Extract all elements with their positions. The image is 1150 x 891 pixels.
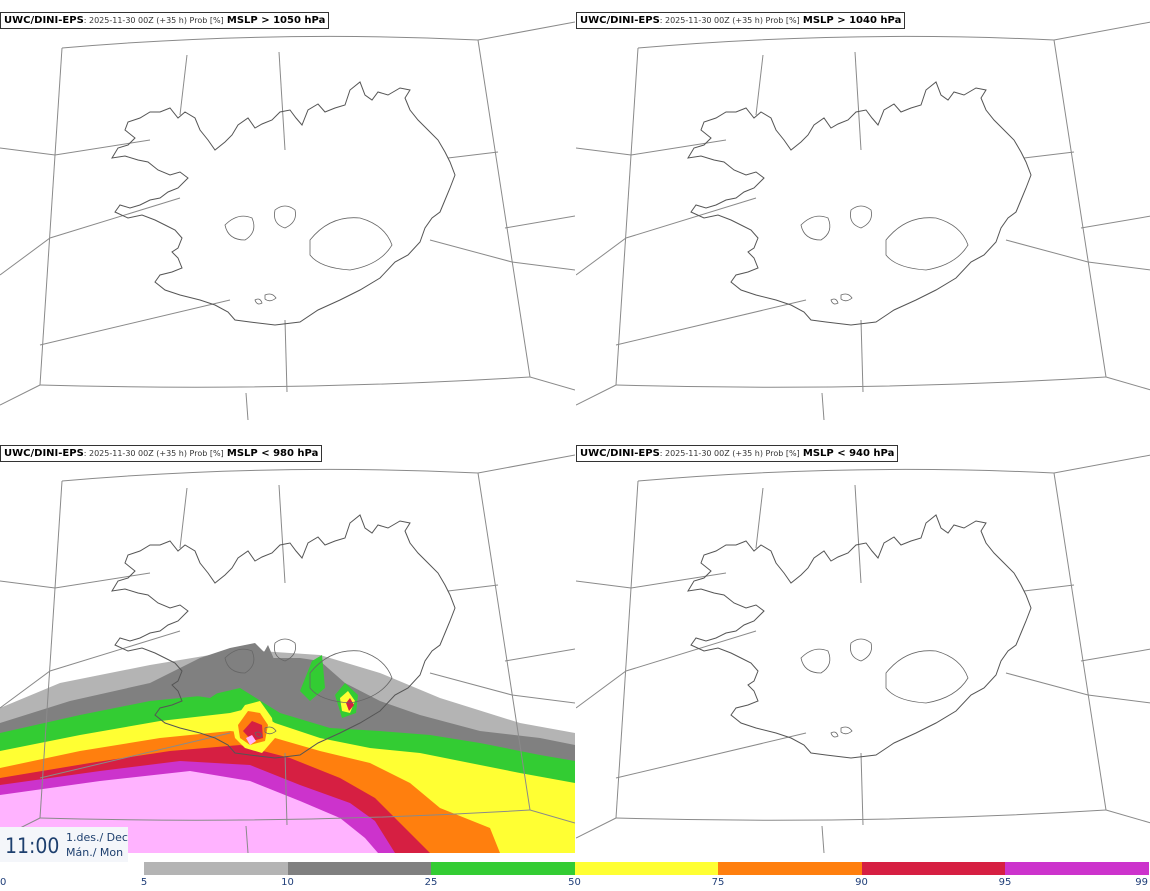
map-panel-mslp-1050: UWC/DINI-EPS: 2025-11-30 00Z (+35 h) Pro…	[0, 0, 575, 420]
colorbar-tick-label: 10	[281, 877, 294, 888]
run-info: : 2025-11-30 00Z (+35 h) Prob [%]	[659, 449, 800, 458]
map-canvas	[0, 454, 575, 853]
map-panel-mslp-980: UWC/DINI-EPS: 2025-11-30 00Z (+35 h) Pro…	[0, 433, 575, 853]
probability-field	[0, 643, 575, 853]
map-canvas	[0, 21, 575, 420]
model-name: UWC/DINI-EPS	[580, 15, 660, 26]
field-name: MSLP > 1050 hPa	[226, 15, 326, 26]
valid-date: 1.des./ Dec	[66, 831, 128, 844]
model-name: UWC/DINI-EPS	[4, 15, 84, 26]
model-name: UWC/DINI-EPS	[580, 448, 660, 459]
map-canvas	[576, 454, 1150, 853]
field-name: MSLP < 940 hPa	[802, 448, 895, 459]
colorbar-tick-label: 25	[424, 877, 438, 888]
colorbar-tick-label: 95	[998, 877, 1012, 888]
colorbar-tick-label: 0	[0, 877, 7, 888]
field-name: MSLP > 1040 hPa	[802, 15, 902, 26]
colorbar-tick-label: 90	[855, 877, 868, 888]
colorbar-segment	[861, 862, 1005, 875]
colorbar-segment	[144, 862, 288, 875]
colorbar-tick-label: 50	[568, 877, 581, 888]
map-panel-mslp-940: UWC/DINI-EPS: 2025-11-30 00Z (+35 h) Pro…	[576, 433, 1150, 853]
panel-title: UWC/DINI-EPS: 2025-11-30 00Z (+35 h) Pro…	[0, 12, 330, 29]
panel-title: UWC/DINI-EPS: 2025-11-30 00Z (+35 h) Pro…	[576, 445, 899, 462]
field-name: MSLP < 980 hPa	[226, 448, 319, 459]
colorbar-segment	[718, 862, 862, 875]
colorbar-tick-label: 99	[1135, 877, 1148, 888]
colorbar-tick-label: 5	[140, 877, 148, 888]
run-info: : 2025-11-30 00Z (+35 h) Prob [%]	[83, 449, 224, 458]
model-name: UWC/DINI-EPS	[4, 448, 84, 459]
valid-hour: 11:00	[5, 834, 60, 858]
valid-time-box: 11:00 1.des./ Dec Mán./ Mon	[0, 827, 128, 865]
colorbar-segment	[287, 862, 431, 875]
colorbar-segment	[1005, 862, 1149, 875]
map-panel-mslp-1040: UWC/DINI-EPS: 2025-11-30 00Z (+35 h) Pro…	[576, 0, 1150, 420]
run-info: : 2025-11-30 00Z (+35 h) Prob [%]	[659, 16, 800, 25]
panel-title: UWC/DINI-EPS: 2025-11-30 00Z (+35 h) Pro…	[0, 445, 323, 462]
colorbar-segment	[431, 862, 575, 875]
panel-title: UWC/DINI-EPS: 2025-11-30 00Z (+35 h) Pro…	[576, 12, 906, 29]
map-canvas	[576, 21, 1150, 420]
colorbar: 0 5 10 25 50 75 90 95 99	[0, 862, 1150, 891]
run-info: : 2025-11-30 00Z (+35 h) Prob [%]	[83, 16, 224, 25]
valid-weekday: Mán./ Mon	[66, 846, 124, 859]
colorbar-segment	[574, 862, 718, 875]
colorbar-segment	[0, 862, 144, 875]
colorbar-tick-label: 75	[711, 877, 725, 888]
